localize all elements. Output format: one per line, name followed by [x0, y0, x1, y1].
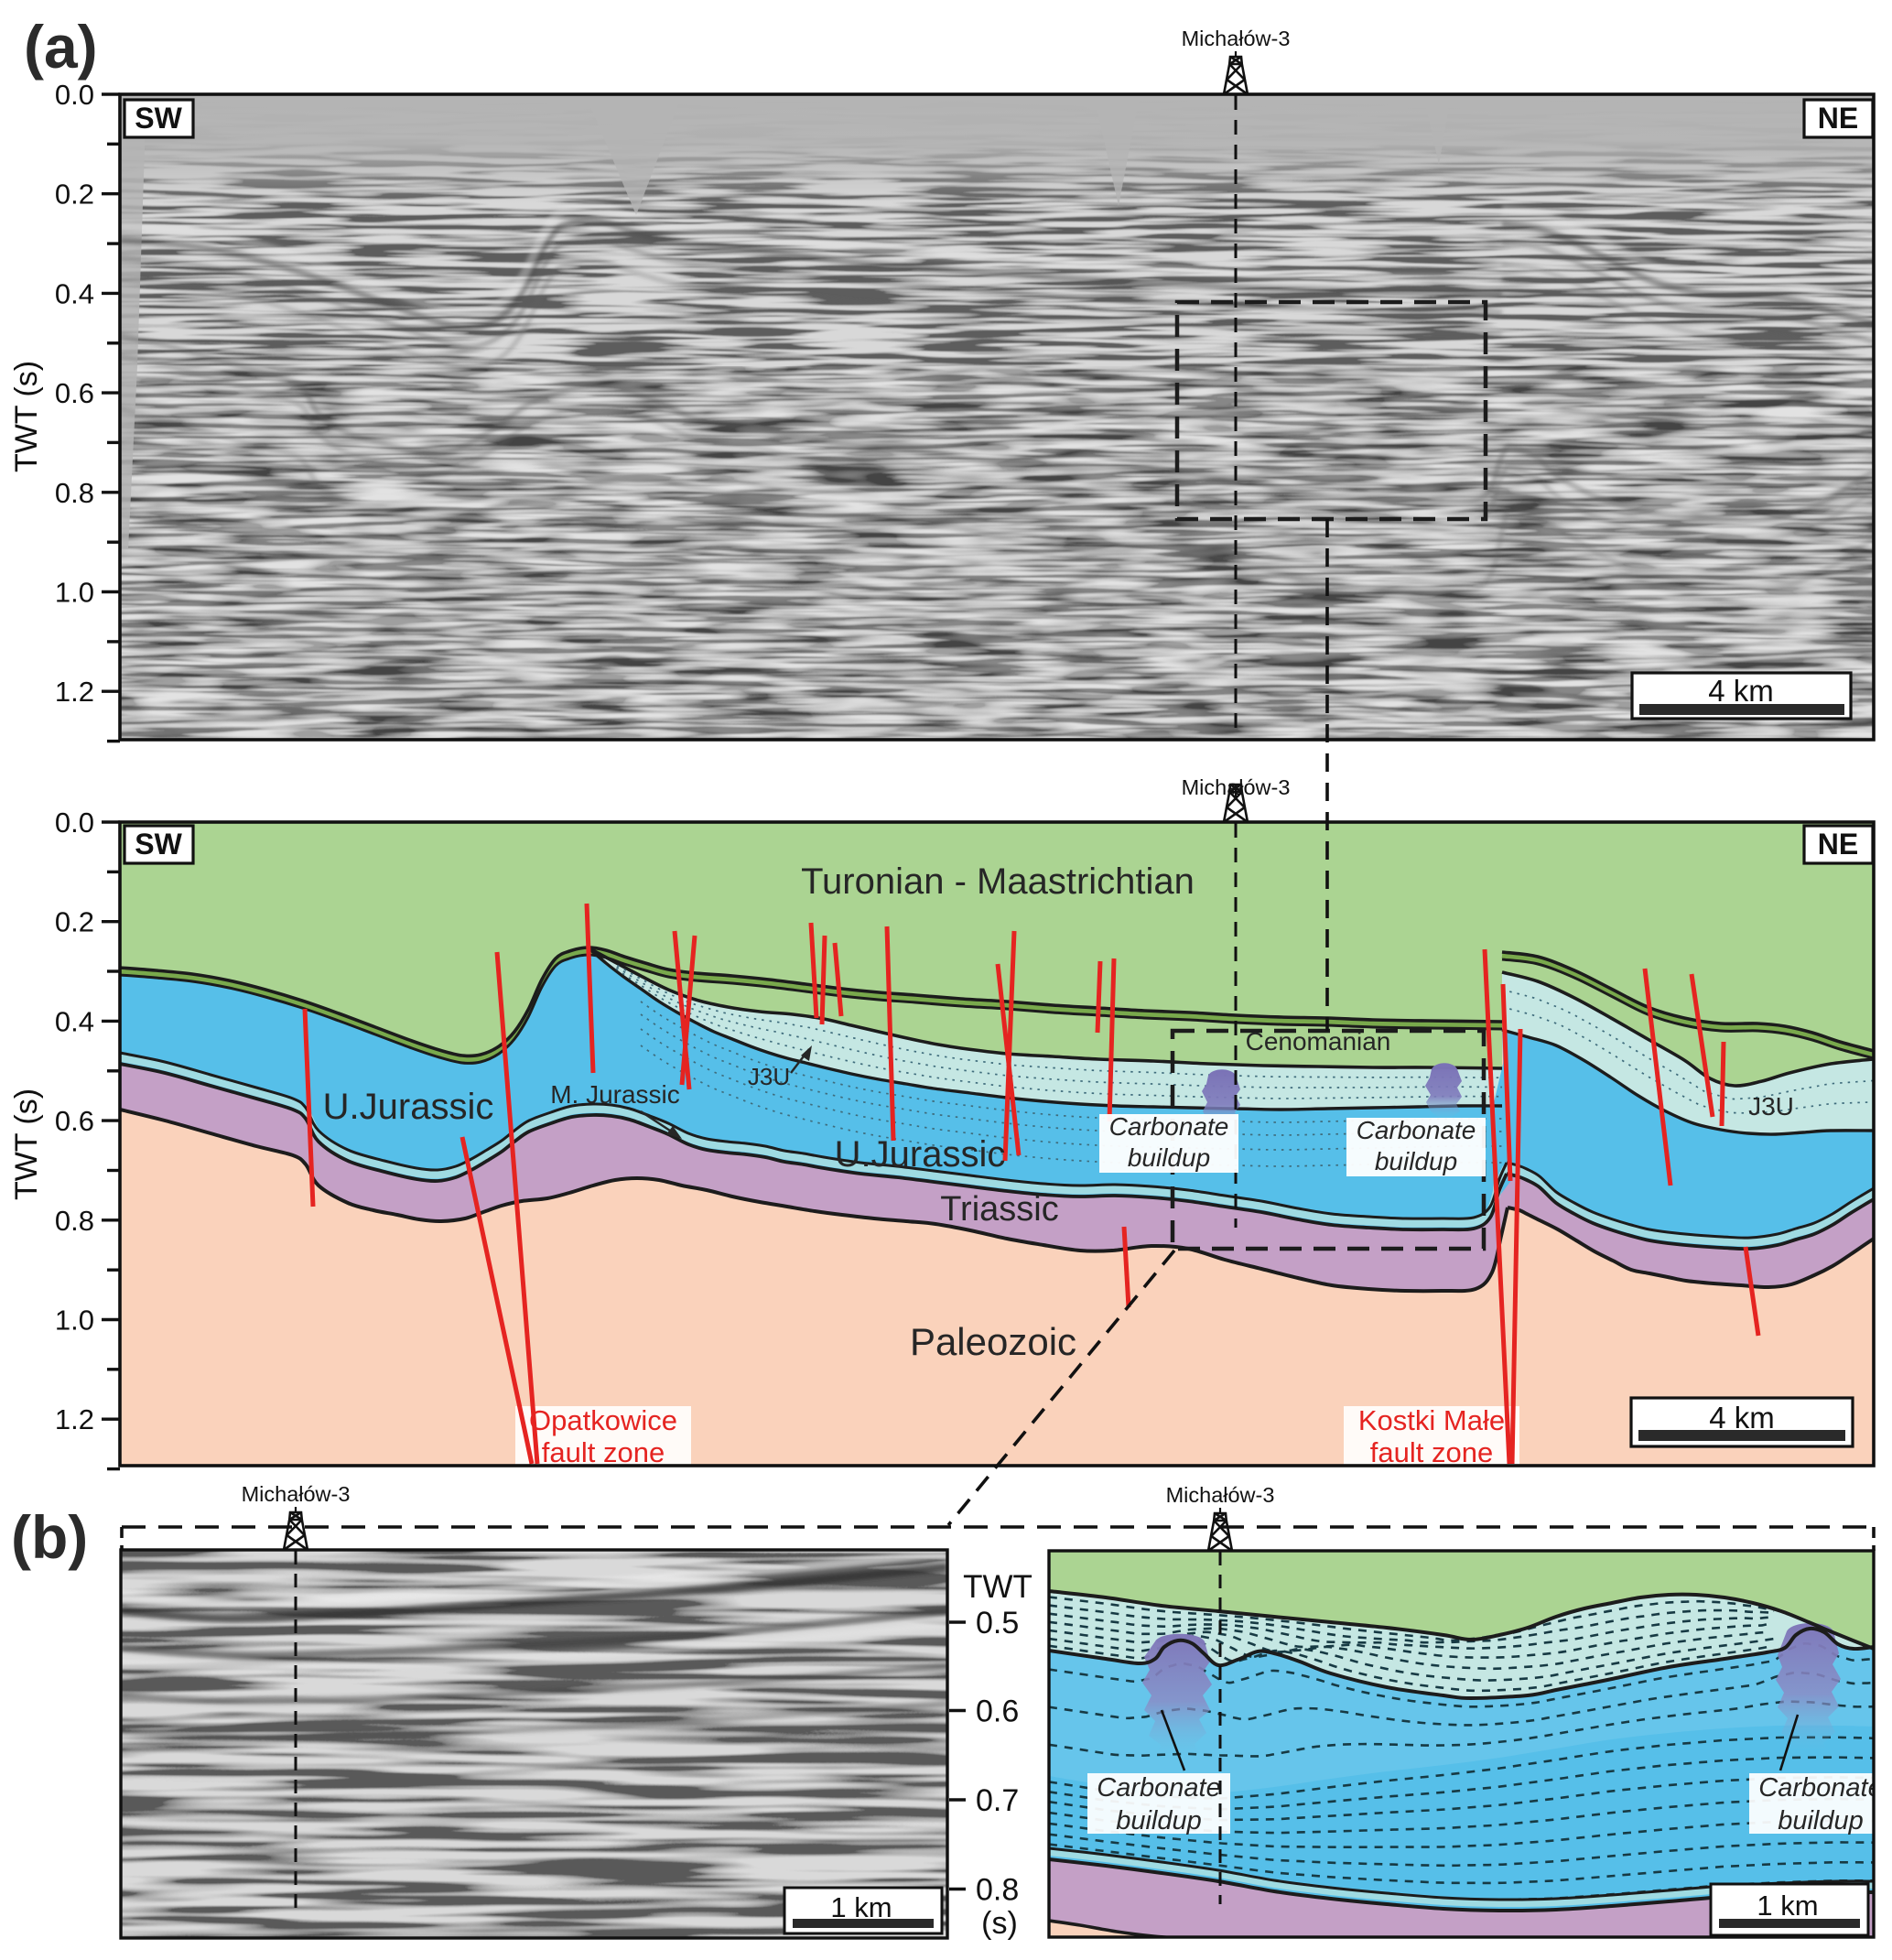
svg-text:Carbonate: Carbonate [1097, 1773, 1220, 1803]
svg-text:buildup: buildup [1375, 1147, 1457, 1175]
svg-text:0.8: 0.8 [55, 477, 94, 509]
svg-text:4 km: 4 km [1709, 1401, 1775, 1435]
svg-text:(s): (s) [981, 1906, 1018, 1941]
svg-text:0.4: 0.4 [55, 277, 94, 309]
svg-text:fault zone: fault zone [1370, 1436, 1493, 1468]
svg-text:Cenomanian: Cenomanian [1246, 1027, 1391, 1056]
svg-text:0.0: 0.0 [55, 79, 94, 111]
svg-text:U.Jurassic: U.Jurassic [323, 1087, 494, 1127]
svg-text:(b): (b) [11, 1503, 88, 1571]
svg-text:(a): (a) [24, 13, 98, 81]
svg-text:NE: NE [1818, 102, 1858, 135]
svg-text:buildup: buildup [1128, 1143, 1210, 1172]
svg-text:Opatkowice: Opatkowice [529, 1404, 677, 1436]
svg-text:0.6: 0.6 [55, 377, 94, 409]
svg-text:SW: SW [135, 102, 182, 135]
svg-text:Carbonate: Carbonate [1109, 1112, 1229, 1141]
svg-text:Kostki Małe: Kostki Małe [1358, 1404, 1505, 1436]
svg-text:0.5: 0.5 [976, 1606, 1019, 1641]
svg-text:1.2: 1.2 [55, 676, 94, 708]
svg-text:0.0: 0.0 [55, 807, 94, 839]
svg-text:0.7: 0.7 [976, 1783, 1019, 1818]
svg-text:Michałów-3: Michałów-3 [1166, 1483, 1275, 1507]
svg-text:M. Jurassic: M. Jurassic [550, 1080, 680, 1109]
svg-text:Turonian - Maastrichtian: Turonian - Maastrichtian [801, 861, 1195, 902]
svg-text:fault zone: fault zone [542, 1436, 665, 1468]
svg-text:buildup: buildup [1116, 1806, 1202, 1835]
svg-text:NE: NE [1818, 828, 1858, 861]
svg-text:U.Jurassic: U.Jurassic [835, 1134, 1006, 1175]
svg-text:Carbonate: Carbonate [1357, 1116, 1476, 1144]
svg-text:0.6: 0.6 [976, 1695, 1019, 1729]
svg-text:4 km: 4 km [1708, 674, 1774, 708]
svg-text:J3U: J3U [748, 1063, 790, 1090]
svg-text:TWT (s): TWT (s) [9, 361, 44, 472]
svg-text:SW: SW [135, 828, 182, 861]
svg-text:Michałów-3: Michałów-3 [242, 1482, 351, 1506]
svg-text:1.0: 1.0 [55, 1305, 94, 1337]
svg-text:Triassic: Triassic [940, 1190, 1058, 1229]
svg-text:TWT: TWT [963, 1569, 1032, 1605]
svg-text:J3U: J3U [1748, 1092, 1794, 1121]
svg-text:0.4: 0.4 [55, 1005, 94, 1037]
svg-text:0.2: 0.2 [55, 179, 94, 211]
svg-text:0.6: 0.6 [55, 1105, 94, 1137]
svg-text:1.0: 1.0 [55, 577, 94, 609]
svg-text:TWT (s): TWT (s) [9, 1088, 44, 1200]
svg-text:0.2: 0.2 [55, 906, 94, 938]
svg-text:Paleozoic: Paleozoic [910, 1320, 1076, 1363]
svg-text:1 km: 1 km [1757, 1890, 1818, 1922]
svg-text:Carbonate: Carbonate [1758, 1773, 1882, 1803]
svg-text:1.2: 1.2 [55, 1403, 94, 1435]
svg-text:1 km: 1 km [830, 1891, 892, 1923]
svg-text:0.8: 0.8 [976, 1873, 1019, 1908]
svg-text:0.8: 0.8 [55, 1205, 94, 1237]
svg-text:Michałów-3: Michałów-3 [1182, 27, 1291, 50]
svg-text:buildup: buildup [1778, 1806, 1864, 1835]
